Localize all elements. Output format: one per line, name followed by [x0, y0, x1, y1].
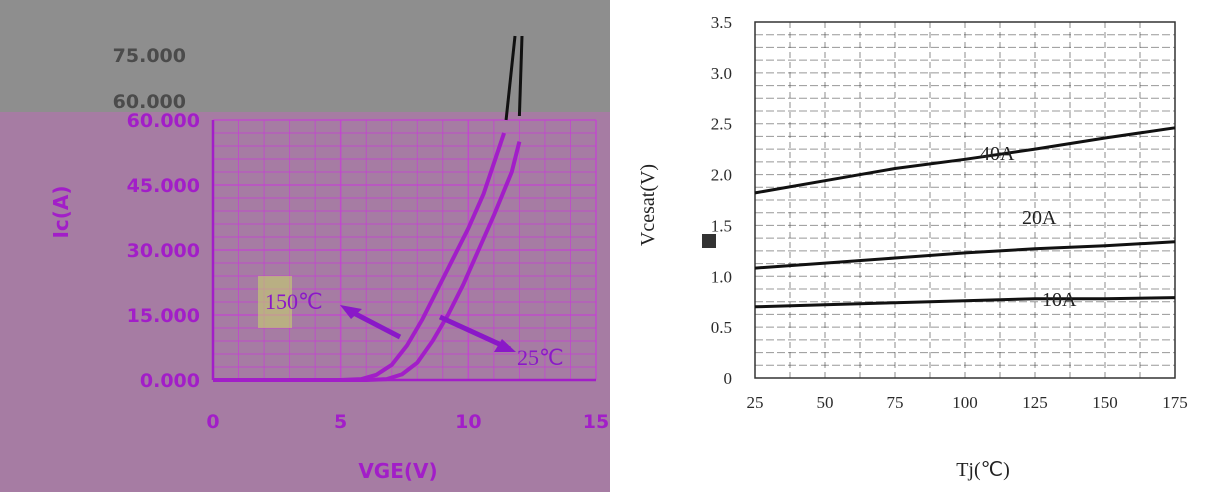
right-x-tick-75: 75: [887, 393, 904, 412]
right-x-tick-125: 125: [1022, 393, 1048, 412]
left-x-tick-0: 0: [206, 411, 219, 433]
right-series-lines: [754, 126, 1176, 309]
left-x-tick-10: 10: [455, 411, 481, 433]
tj-vcesat-chart: 25 50 75 100 125 150 175 0 0.5 1.0 1.5 2.0 2.5 3.0 3.5…: [610, 0, 1211, 492]
arrow-25c-head: [494, 339, 516, 352]
vge-ic-chart-panel: 0 5 10 15 0.000 15.000 30.000 45.000 60.000 75.00…: [0, 0, 610, 492]
right-y-tick-3-5: 3.5: [711, 13, 732, 32]
left-y-tick-45-000: 45.000: [127, 175, 200, 197]
annotation-150c: 150℃: [265, 289, 323, 314]
arrow-150c-head: [340, 305, 362, 319]
left-y-tick-30-000: 30.000: [127, 240, 200, 262]
right-x-tick-100: 100: [952, 393, 978, 412]
left-curve-extension-a: [504, 35, 517, 121]
right-y-tick-0: 0: [724, 369, 733, 388]
arrow-25c-line: [438, 314, 512, 352]
left-series-25: [213, 141, 522, 382]
left-gridlines: [211, 119, 597, 382]
right-gridlines: [754, 21, 1176, 379]
left-y-tick-0-000: 0.000: [140, 370, 200, 392]
left-x-tick-15: 15: [583, 411, 609, 433]
right-series-40a: [754, 126, 1176, 195]
left-x-axis-label: VGE(V): [358, 459, 437, 483]
right-tick-labels: 25 50 75 100 125 150 175 0 0.5 1.0 1.5 2.0 2.5 3.0 3.5: [702, 13, 1188, 412]
right-y-axis-label: Vcesat(V): [637, 164, 659, 246]
right-y-tick-3-0: 3.0: [711, 64, 732, 83]
vge-ic-chart: 0 5 10 15 0.000 15.000 30.000 45.000 60.000 75.00…: [0, 0, 610, 492]
right-y-tick-2-0: 2.0: [711, 166, 732, 185]
right-y-tick-2-5: 2.5: [711, 115, 732, 134]
series-labels: 40A 20A 10A: [980, 143, 1077, 311]
left-clipped-tick-top: 75.000: [113, 45, 186, 67]
right-x-tick-175: 175: [1162, 393, 1188, 412]
right-x-tick-25: 25: [747, 393, 764, 412]
left-y-axis-label: Ic(A): [49, 185, 73, 238]
label-10a: 10A: [1042, 289, 1077, 311]
left-y-tick-15-000: 15.000: [127, 305, 200, 327]
left-clipped-tick-mid: 60.000: [113, 91, 186, 113]
label-20a: 20A: [1022, 207, 1057, 229]
right-plot-frame: [754, 21, 1176, 379]
left-series-lines: [213, 35, 524, 382]
left-curve-extension-b: [517, 35, 524, 117]
tj-vcesat-chart-panel: 25 50 75 100 125 150 175 0 0.5 1.0 1.5 2.0 2.5 3.0 3.5…: [610, 0, 1211, 492]
right-x-tick-150: 150: [1092, 393, 1118, 412]
right-y-axis-marker: [702, 234, 716, 248]
right-y-tick-1-5: 1.5: [711, 216, 732, 235]
annotation-arrows: [340, 305, 516, 352]
right-series-10a: [754, 296, 1176, 309]
left-clipped-header-strip: [0, 0, 610, 112]
right-series-20a: [754, 240, 1176, 270]
right-y-tick-0-5: 0.5: [711, 318, 732, 337]
right-x-tick-50: 50: [817, 393, 834, 412]
right-x-axis-label: Tj(℃): [956, 459, 1010, 481]
highlight-150c-marker: [258, 276, 292, 328]
right-y-tick-1-0: 1.0: [711, 267, 732, 286]
annotation-25c: 25℃: [517, 345, 564, 370]
left-tick-labels: 0 5 10 15 0.000 15.000 30.000 45.000 60.000 75.00…: [113, 45, 610, 433]
left-y-tick-60-000: 60.000: [127, 110, 200, 132]
left-x-tick-5: 5: [334, 411, 347, 433]
label-40a: 40A: [980, 143, 1015, 165]
